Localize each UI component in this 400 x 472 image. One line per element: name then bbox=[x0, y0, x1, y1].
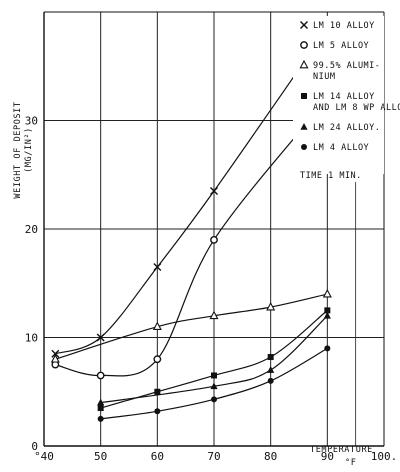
legend-label: LM 4 ALLOY bbox=[313, 143, 369, 153]
marker-shape bbox=[300, 123, 308, 130]
marker-shape bbox=[266, 301, 276, 311]
x-tick-label: 60 bbox=[151, 450, 164, 463]
data-point-circle-open bbox=[210, 235, 218, 244]
data-point-square-filled bbox=[97, 405, 104, 412]
marker-shape bbox=[301, 144, 307, 150]
x-tick-label: 90 bbox=[321, 450, 334, 463]
marker-shape bbox=[324, 345, 331, 352]
legend-marker-triangle-open bbox=[299, 59, 309, 69]
legend-label: AND LM 8 WP ALLOY bbox=[313, 103, 400, 113]
series-curve-triangle-open bbox=[55, 293, 328, 360]
legend-box bbox=[293, 16, 384, 174]
legend-label: LM 14 ALLOY bbox=[313, 92, 375, 102]
legend-label: NIUM bbox=[313, 72, 335, 82]
legend-marker-circle-open bbox=[300, 41, 308, 49]
series-curve-x bbox=[55, 27, 328, 355]
data-point-circle-open bbox=[153, 355, 162, 364]
legend-marker-circle-filled bbox=[301, 144, 307, 150]
data-point-triangle-filled bbox=[323, 311, 331, 319]
data-point-triangle-filled bbox=[210, 382, 218, 390]
legend-label: LM 24 ALLOY. bbox=[313, 123, 380, 133]
marker-shape bbox=[154, 408, 161, 415]
marker-shape bbox=[267, 366, 275, 373]
marker-shape bbox=[50, 354, 60, 363]
legend: LM 10 ALLOY LM 5 ALLOY 99.5% ALUMI-NIUM LM … bbox=[293, 16, 400, 181]
marker-stroke bbox=[210, 187, 218, 196]
marker-shape bbox=[97, 415, 104, 422]
data-point-circle-filled bbox=[324, 345, 331, 352]
legend-marker-triangle-filled bbox=[300, 123, 308, 130]
legend-marker-square-filled bbox=[301, 93, 307, 99]
marker-stroke bbox=[300, 21, 308, 29]
x-axis-title-line-2: °F bbox=[345, 458, 356, 468]
x-axis-title-line-1: TEMPERATURE bbox=[310, 445, 373, 455]
marker-shape bbox=[154, 388, 161, 395]
x-tick-label: 100. bbox=[371, 450, 398, 463]
marker-shape bbox=[152, 321, 162, 331]
data-point-x bbox=[153, 262, 162, 271]
axes: °40 50 60 70 80 90 100. 0 10 20 30 bbox=[25, 11, 398, 463]
data-point-triangle-open bbox=[209, 310, 219, 320]
series-curve-triangle-filled bbox=[100, 315, 328, 404]
series-curve-circle-open bbox=[55, 98, 328, 377]
data-point-triangle-open bbox=[266, 301, 276, 311]
data-point-square-filled bbox=[324, 307, 331, 314]
data-point-triangle-open bbox=[152, 321, 162, 331]
marker-shape bbox=[209, 310, 219, 320]
marker-shape bbox=[211, 396, 217, 403]
marker-shape bbox=[299, 59, 309, 69]
data-point-circle-filled bbox=[267, 377, 274, 384]
data-point-square-filled bbox=[267, 354, 274, 361]
data-point-x bbox=[51, 349, 60, 358]
data-point-square-filled bbox=[211, 372, 217, 379]
marker-shape bbox=[97, 398, 105, 406]
data-point-x bbox=[210, 187, 218, 196]
marker-shape bbox=[324, 307, 331, 314]
marker-shape bbox=[153, 355, 162, 364]
marker-shape bbox=[301, 93, 307, 99]
marker-stroke bbox=[51, 349, 60, 358]
y-tick-label: 20 bbox=[25, 223, 38, 236]
y-tick-label: 30 bbox=[25, 115, 38, 128]
axis-labels: WEIGHT OF DEPOSIT (MG/IN²) TEMPERATURE °… bbox=[13, 101, 373, 468]
data-point-circle-filled bbox=[97, 415, 104, 422]
x-tick-label: 70 bbox=[207, 450, 220, 463]
data-point-circle-filled bbox=[211, 396, 217, 403]
legend-label: LM 10 ALLOY bbox=[313, 21, 375, 31]
data-point-circle-open bbox=[96, 371, 105, 380]
data-point-triangle-open bbox=[322, 288, 332, 298]
x-tick-label: °40 bbox=[34, 450, 54, 463]
data-point-triangle-filled bbox=[97, 398, 105, 406]
y-tick-label: 0 bbox=[31, 440, 38, 453]
y-tick-label: 10 bbox=[25, 332, 38, 345]
marker-shape bbox=[267, 354, 274, 361]
x-tick-label: 50 bbox=[94, 450, 107, 463]
marker-shape bbox=[97, 405, 104, 412]
fitted-curves bbox=[55, 27, 328, 420]
marker-shape bbox=[210, 382, 218, 390]
data-markers bbox=[50, 24, 332, 422]
marker-shape bbox=[210, 235, 218, 244]
data-point-circle-filled bbox=[154, 408, 161, 415]
marker-stroke bbox=[96, 333, 105, 342]
legend-label: 99.5% ALUMI- bbox=[313, 61, 380, 71]
y-axis-title-line-2: (MG/IN²) bbox=[24, 127, 34, 173]
legend-label: LM 5 ALLOY bbox=[313, 41, 369, 51]
marker-shape bbox=[96, 371, 105, 380]
data-point-square-filled bbox=[154, 388, 161, 395]
marker-shape bbox=[267, 377, 274, 384]
y-axis-title-line-1: WEIGHT OF DEPOSIT bbox=[13, 101, 23, 198]
data-point-triangle-filled bbox=[267, 366, 275, 373]
legend-marker-x bbox=[300, 21, 308, 29]
x-tick-label: 80 bbox=[264, 450, 277, 463]
legend-note: TIME 1 MIN. bbox=[300, 171, 362, 181]
marker-stroke bbox=[153, 262, 162, 271]
marker-shape bbox=[211, 372, 217, 379]
data-point-x bbox=[96, 333, 105, 342]
marker-shape bbox=[322, 288, 332, 298]
data-point-triangle-open bbox=[50, 354, 60, 363]
marker-shape bbox=[300, 41, 308, 49]
marker-shape bbox=[323, 311, 331, 319]
